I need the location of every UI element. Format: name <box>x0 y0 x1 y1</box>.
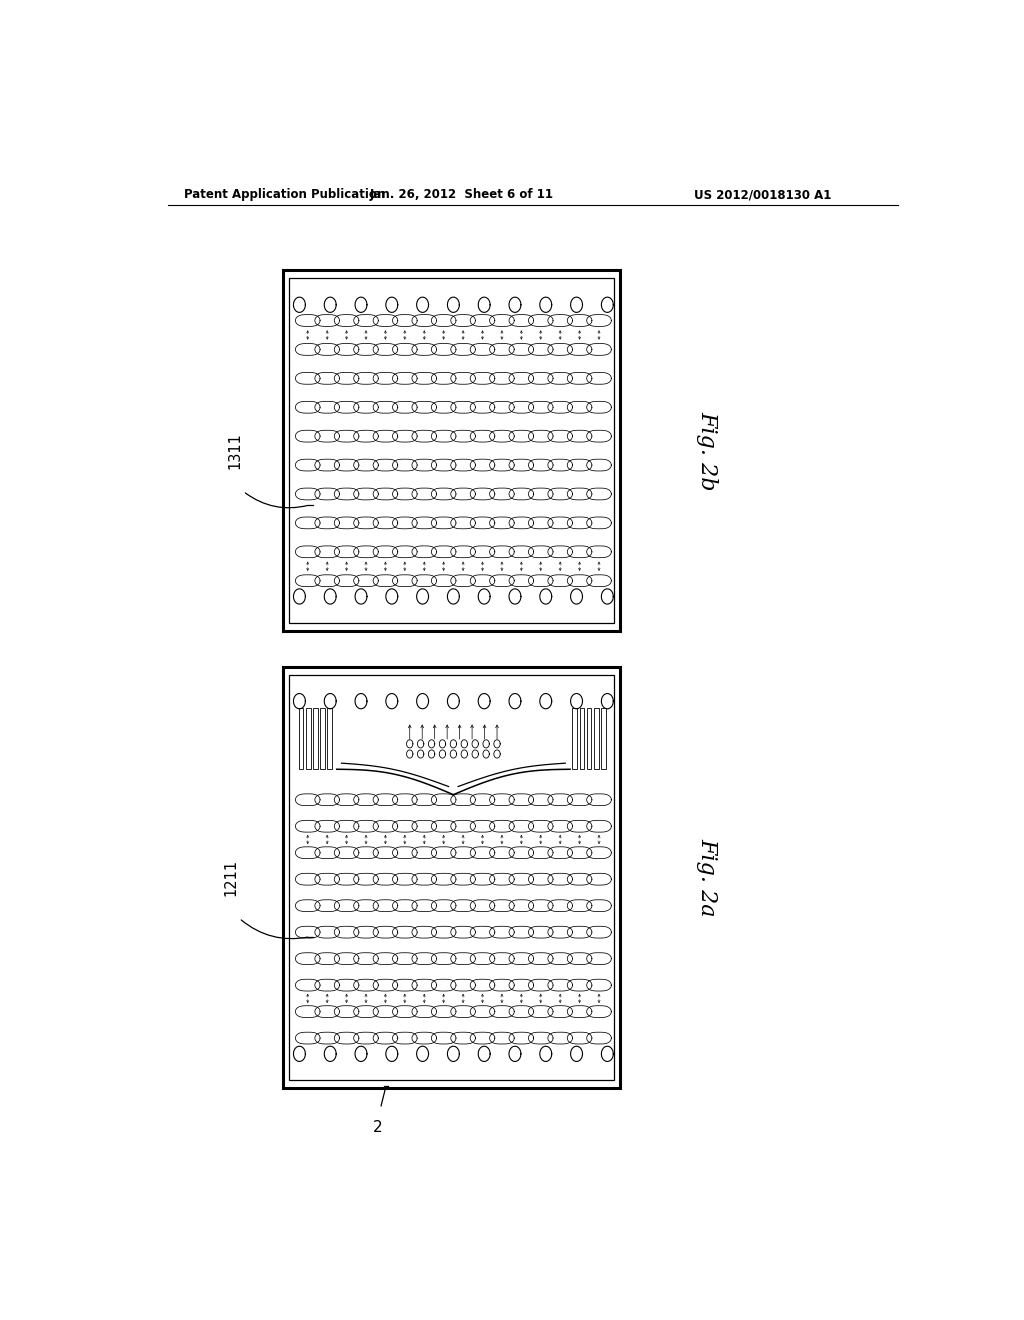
Bar <box>321 709 325 770</box>
Bar <box>289 675 613 1080</box>
Bar <box>283 667 620 1089</box>
Bar <box>594 709 599 770</box>
Bar <box>328 709 332 770</box>
Text: 2: 2 <box>373 1119 383 1134</box>
Text: Patent Application Publication: Patent Application Publication <box>183 189 385 202</box>
Bar <box>587 709 592 770</box>
Bar <box>580 709 585 770</box>
Text: 1211: 1211 <box>223 859 239 896</box>
Bar <box>289 279 613 623</box>
Bar <box>299 709 303 770</box>
Bar <box>601 709 606 770</box>
Text: 1311: 1311 <box>227 432 243 469</box>
Text: Jan. 26, 2012  Sheet 6 of 11: Jan. 26, 2012 Sheet 6 of 11 <box>370 189 553 202</box>
Bar <box>313 709 317 770</box>
Bar <box>572 709 578 770</box>
Text: Fig. 2a: Fig. 2a <box>696 838 718 917</box>
Bar <box>283 271 620 631</box>
Bar <box>306 709 310 770</box>
Text: US 2012/0018130 A1: US 2012/0018130 A1 <box>694 189 831 202</box>
Text: Fig. 2b: Fig. 2b <box>696 411 718 490</box>
